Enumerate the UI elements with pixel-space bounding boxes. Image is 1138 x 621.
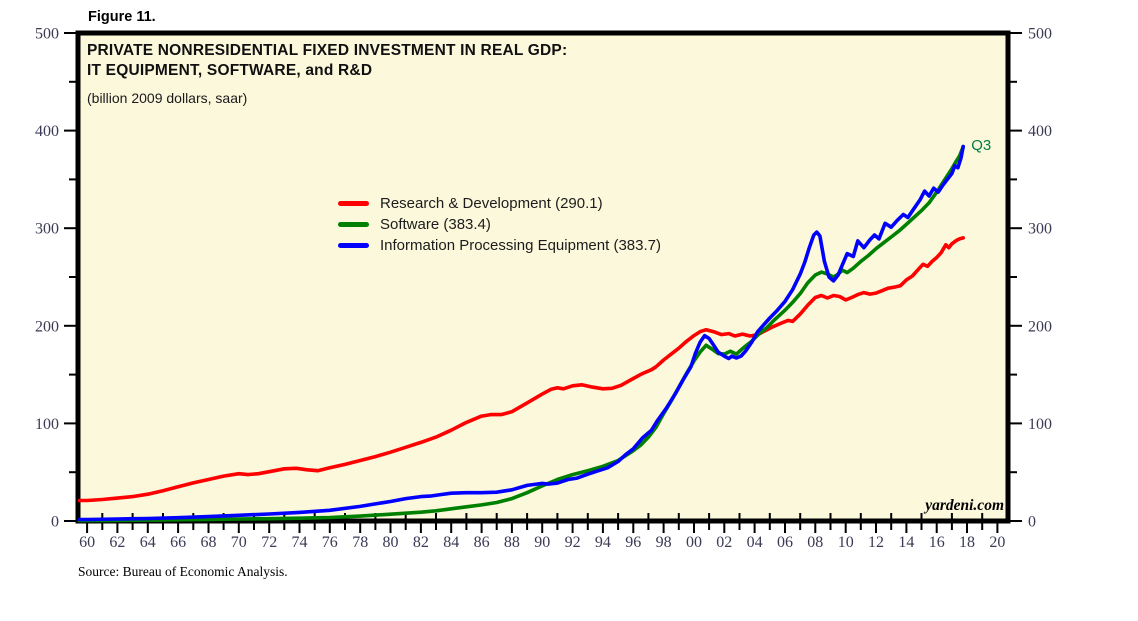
- svg-text:02: 02: [716, 534, 732, 551]
- svg-text:92: 92: [565, 534, 581, 551]
- legend-label: Information Processing Equipment (383.7): [380, 237, 661, 254]
- svg-text:0: 0: [51, 514, 59, 531]
- svg-text:200: 200: [1028, 318, 1052, 335]
- plot-area: [75, 30, 1011, 524]
- legend-swatch-blue: [338, 243, 369, 248]
- figure-label: Figure 11.: [88, 9, 156, 25]
- legend-swatch-green: [338, 222, 369, 227]
- svg-text:16: 16: [929, 534, 945, 551]
- svg-text:80: 80: [383, 534, 399, 551]
- svg-text:66: 66: [170, 534, 186, 551]
- svg-text:60: 60: [79, 534, 95, 551]
- legend: Research & Development (290.1) Software …: [338, 193, 661, 256]
- svg-text:20: 20: [989, 534, 1005, 551]
- svg-text:400: 400: [1028, 123, 1052, 140]
- svg-text:94: 94: [595, 534, 611, 551]
- svg-text:200: 200: [35, 318, 59, 335]
- svg-text:86: 86: [474, 534, 490, 551]
- svg-text:88: 88: [504, 534, 520, 551]
- legend-item-research-development: Research & Development (290.1): [338, 193, 661, 214]
- series-line-research-development: [77, 236, 966, 503]
- legend-item-software: Software (383.4): [338, 214, 661, 235]
- legend-swatch-red: [338, 201, 369, 206]
- svg-text:400: 400: [35, 123, 59, 140]
- svg-text:84: 84: [443, 534, 459, 551]
- svg-text:04: 04: [747, 534, 763, 551]
- svg-text:0: 0: [1028, 514, 1036, 531]
- svg-text:74: 74: [292, 534, 308, 551]
- svg-text:500: 500: [35, 26, 59, 43]
- svg-text:82: 82: [413, 534, 429, 551]
- svg-text:12: 12: [868, 534, 884, 551]
- legend-label: Software (383.4): [380, 216, 491, 233]
- svg-text:70: 70: [231, 534, 247, 551]
- svg-text:78: 78: [352, 534, 368, 551]
- svg-text:18: 18: [959, 534, 975, 551]
- svg-text:08: 08: [807, 534, 823, 551]
- chart-title-block: PRIVATE NONRESIDENTIAL FIXED INVESTMENT …: [87, 41, 567, 106]
- svg-text:500: 500: [1028, 26, 1052, 43]
- svg-text:300: 300: [35, 221, 59, 238]
- legend-item-info-processing-equipment: Information Processing Equipment (383.7): [338, 235, 661, 256]
- source-note: Source: Bureau of Economic Analysis.: [78, 564, 288, 579]
- svg-text:100: 100: [1028, 416, 1052, 433]
- svg-text:06: 06: [777, 534, 793, 551]
- series-line-information-processing-equipment: [77, 144, 966, 522]
- svg-text:68: 68: [201, 534, 217, 551]
- svg-text:00: 00: [686, 534, 702, 551]
- svg-text:76: 76: [322, 534, 338, 551]
- x-axis-labels: 60 62 64 66 68 70 72 74 76 78 80 82 84 86 88 90 92 94 96 98…: [79, 534, 1005, 551]
- svg-text:14: 14: [898, 534, 914, 551]
- series-line-software: [77, 145, 966, 523]
- svg-text:98: 98: [656, 534, 672, 551]
- svg-text:300: 300: [1028, 221, 1052, 238]
- legend-label: Research & Development (290.1): [380, 195, 603, 212]
- svg-text:96: 96: [625, 534, 641, 551]
- latest-quarter-label: Q3: [971, 136, 992, 154]
- svg-text:90: 90: [534, 534, 550, 551]
- x-axis-ticks: [86, 513, 999, 533]
- chart-title-line2: IT EQUIPMENT, SOFTWARE, and R&D: [87, 62, 373, 79]
- chart-title-line1: PRIVATE NONRESIDENTIAL FIXED INVESTMENT …: [87, 42, 568, 59]
- svg-text:100: 100: [35, 416, 59, 433]
- svg-text:72: 72: [261, 534, 277, 551]
- watermark: yardeni.com: [925, 497, 1004, 514]
- chart-subtitle: (billion 2009 dollars, saar): [87, 90, 248, 106]
- y-axis-ticks: [64, 32, 1022, 522]
- svg-text:10: 10: [838, 534, 854, 551]
- svg-text:64: 64: [140, 534, 156, 551]
- y-axis-labels: 0 0 100 100 200 200 300 300 400 400 500 500: [35, 26, 1052, 531]
- svg-text:62: 62: [109, 534, 125, 551]
